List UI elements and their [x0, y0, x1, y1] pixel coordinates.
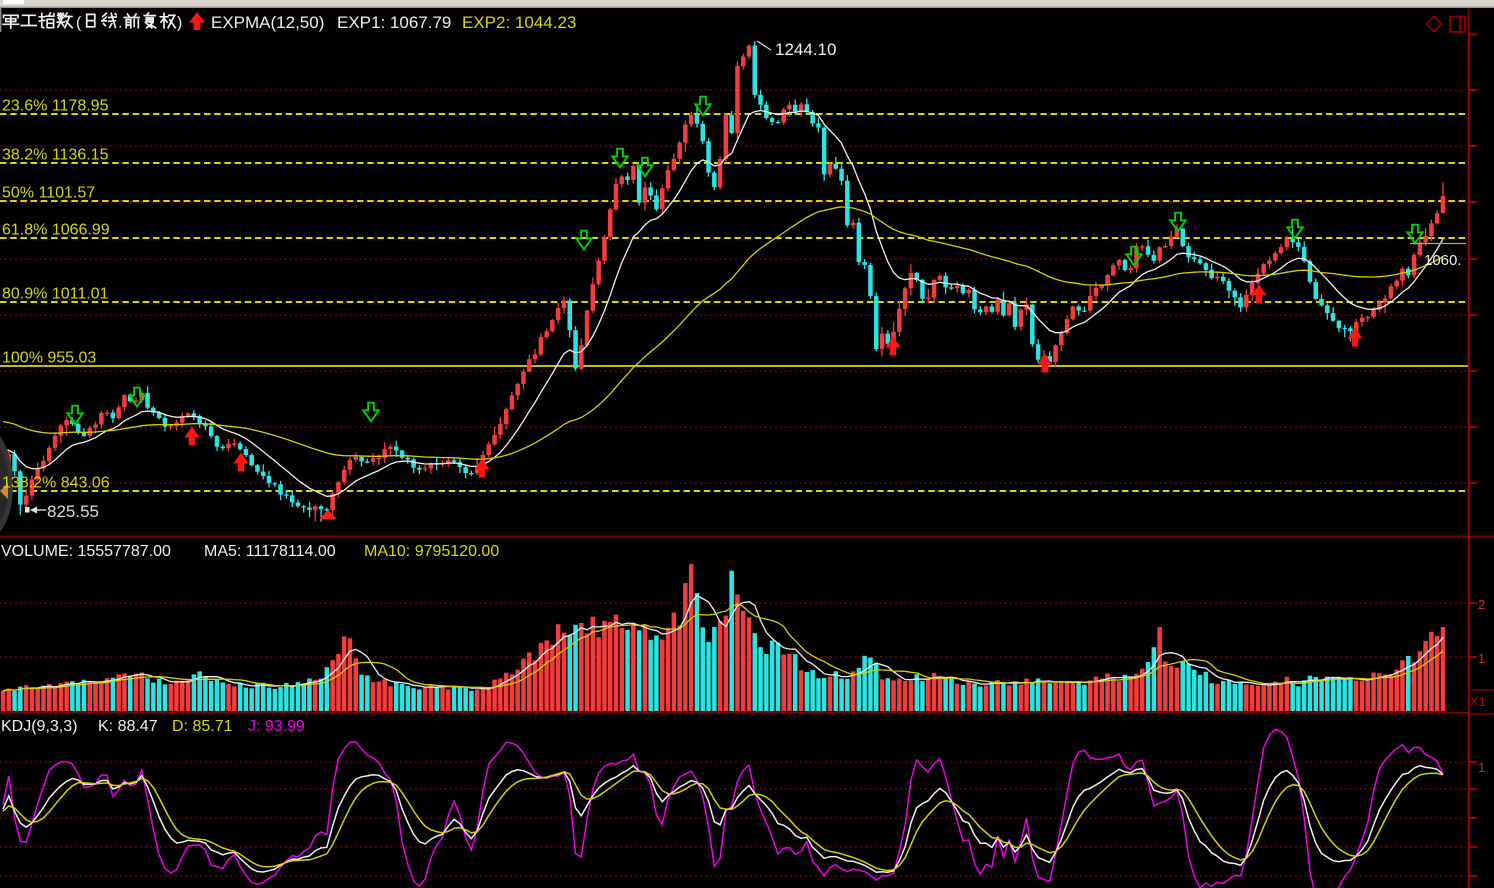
svg-text:D: 85.71: D: 85.71	[172, 718, 233, 735]
svg-text:(: (	[76, 15, 82, 32]
svg-text:EXPMA(12,50): EXPMA(12,50)	[211, 13, 324, 32]
svg-text:825.55: 825.55	[47, 502, 99, 521]
svg-text:K: 88.47: K: 88.47	[98, 718, 158, 735]
svg-text:1: 1	[1478, 651, 1485, 666]
svg-text:2: 2	[1478, 597, 1485, 612]
svg-text:61.8% 1066.99: 61.8% 1066.99	[2, 222, 110, 239]
svg-text:80.9% 1011.01: 80.9% 1011.01	[2, 286, 109, 303]
svg-text:1060.: 1060.	[1424, 252, 1462, 269]
svg-text:MA5: 11178114.00: MA5: 11178114.00	[204, 543, 336, 560]
svg-text:J: 93.99: J: 93.99	[248, 718, 305, 735]
svg-text:.: .	[118, 15, 122, 32]
svg-text:1: 1	[1478, 760, 1485, 775]
svg-text:138.2% 843.06: 138.2% 843.06	[2, 475, 110, 492]
svg-text:EXP1: 1067.79: EXP1: 1067.79	[337, 13, 451, 32]
svg-text:VOLUME: 15557787.00: VOLUME: 15557787.00	[1, 543, 171, 560]
svg-text:23.6% 1178.95: 23.6% 1178.95	[2, 98, 109, 115]
svg-text:38.2% 1136.15: 38.2% 1136.15	[2, 147, 109, 164]
svg-text:X1: X1	[1470, 694, 1486, 709]
svg-text:50% 1101.57: 50% 1101.57	[2, 185, 95, 202]
svg-text:1244.10: 1244.10	[775, 40, 836, 59]
svg-text:MA10: 9795120.00: MA10: 9795120.00	[364, 543, 499, 560]
svg-text:100% 955.03: 100% 955.03	[2, 350, 96, 367]
svg-text:KDJ(9,3,3): KDJ(9,3,3)	[1, 718, 77, 735]
svg-text:EXP2: 1044.23: EXP2: 1044.23	[462, 13, 576, 32]
svg-text:): )	[177, 15, 182, 32]
